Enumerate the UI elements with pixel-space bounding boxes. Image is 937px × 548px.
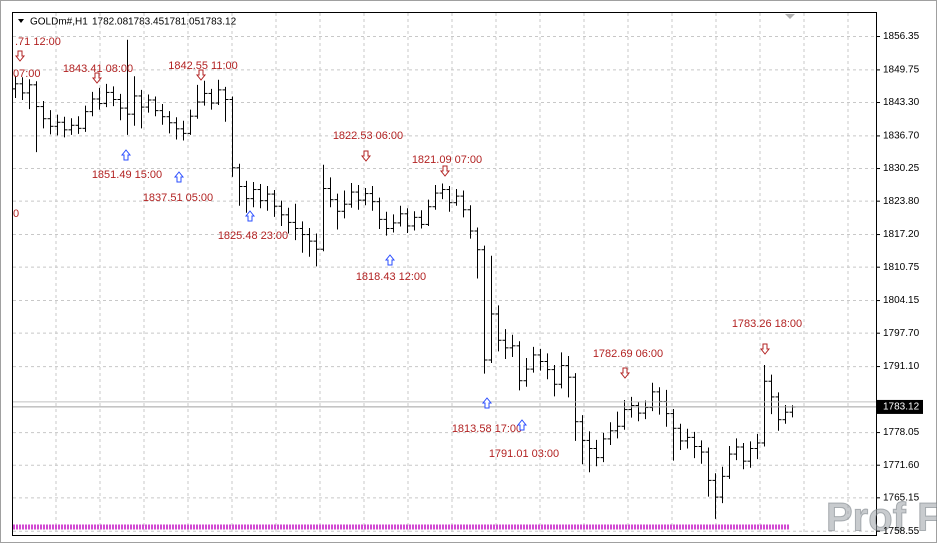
fractal-label: 1783.26 18:00 (732, 318, 802, 330)
y-tick-label: 1804.15 (883, 295, 920, 306)
y-tick-label: 1810.75 (883, 262, 920, 273)
fractal-arrow-up (516, 419, 528, 431)
fractal-arrow-down (91, 72, 103, 84)
current-price-label: 1783.12 (883, 402, 920, 413)
fractal-arrow-down (14, 50, 26, 62)
fractal-label: 07:00 (13, 68, 41, 80)
fractal-arrow-down (360, 150, 372, 162)
y-tick-label: 1823.80 (883, 196, 920, 207)
y-tick-label: 1830.25 (883, 163, 920, 174)
fractal-arrow-down (759, 343, 771, 355)
y-tick-label: 1758.55 (883, 526, 920, 537)
fractal-label: 1822.53 06:00 (333, 130, 403, 142)
y-tick-label: 1856.35 (883, 31, 920, 42)
header-close: 1783.12 (200, 17, 237, 28)
fractal-label: 1843.41 08:00 (63, 63, 133, 75)
fractal-label: 1791.01 03:00 (489, 448, 559, 460)
y-tick-label: 1791.10 (883, 361, 920, 372)
fractal-arrow-up (481, 397, 493, 409)
watermark: Prof FX (826, 496, 937, 540)
fractal-label: 1818.43 12:00 (356, 271, 426, 283)
fractal-label: 1842.55 11:00 (168, 60, 238, 72)
fractal-arrow-up (173, 171, 185, 183)
fractal-arrow-down (195, 69, 207, 81)
fractal-label: 1825.48 23:00 (218, 230, 288, 242)
chart-title: GOLDm#,H1 (30, 17, 88, 28)
fractal-arrow-up (384, 254, 396, 266)
fractal-label: 1851.49 15:00 (92, 169, 162, 181)
fractal-arrow-down (439, 165, 451, 177)
y-tick-label: 1849.75 (883, 65, 920, 76)
fractal-label: 0 (13, 208, 19, 220)
y-tick-label: 1778.05 (883, 427, 920, 438)
fractal-arrow-up (244, 210, 256, 222)
y-tick-label: 1771.60 (883, 460, 920, 471)
y-tick-label: 1765.15 (883, 492, 920, 503)
current-price-box (877, 399, 923, 414)
fractal-label: 1782.69 06:00 (593, 348, 663, 360)
header-low: 1781.05 (164, 17, 201, 28)
y-tick-label: 1817.20 (883, 229, 920, 240)
y-tick-label: 1836.70 (883, 131, 920, 142)
fractal-label: 1821.09 07:00 (412, 154, 482, 166)
fractal-arrow-down (619, 367, 631, 379)
header-open: 1782.08 (92, 17, 129, 28)
chart-shift-marker (785, 14, 795, 19)
y-tick-label: 1797.70 (883, 328, 920, 339)
y-tick-label: 1843.30 (883, 97, 920, 108)
fractal-label: 1813.58 17:00 (452, 423, 522, 435)
fractal-label: .71 12:00 (15, 36, 61, 48)
header-high: 1783.45 (128, 17, 165, 28)
fractal-label: 1837.51 05:00 (143, 192, 213, 204)
plot-frame (12, 12, 877, 536)
menu-triangle[interactable] (18, 19, 24, 23)
fractal-arrow-up (120, 149, 132, 161)
